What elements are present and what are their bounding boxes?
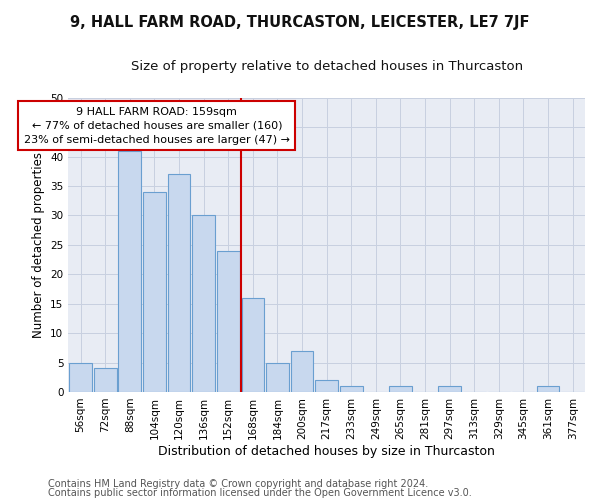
Bar: [192, 216, 215, 392]
Bar: [94, 368, 116, 392]
Y-axis label: Number of detached properties: Number of detached properties: [32, 152, 44, 338]
X-axis label: Distribution of detached houses by size in Thurcaston: Distribution of detached houses by size …: [158, 444, 495, 458]
Bar: [537, 386, 559, 392]
Bar: [291, 351, 313, 392]
Bar: [217, 251, 239, 392]
Bar: [266, 362, 289, 392]
Title: Size of property relative to detached houses in Thurcaston: Size of property relative to detached ho…: [131, 60, 523, 73]
Bar: [439, 386, 461, 392]
Bar: [242, 298, 264, 392]
Bar: [143, 192, 166, 392]
Bar: [167, 174, 190, 392]
Bar: [69, 362, 92, 392]
Text: Contains public sector information licensed under the Open Government Licence v3: Contains public sector information licen…: [48, 488, 472, 498]
Bar: [118, 150, 141, 392]
Text: Contains HM Land Registry data © Crown copyright and database right 2024.: Contains HM Land Registry data © Crown c…: [48, 479, 428, 489]
Bar: [389, 386, 412, 392]
Bar: [316, 380, 338, 392]
Text: 9, HALL FARM ROAD, THURCASTON, LEICESTER, LE7 7JF: 9, HALL FARM ROAD, THURCASTON, LEICESTER…: [70, 15, 530, 30]
Text: 9 HALL FARM ROAD: 159sqm
← 77% of detached houses are smaller (160)
23% of semi-: 9 HALL FARM ROAD: 159sqm ← 77% of detach…: [24, 106, 290, 144]
Bar: [340, 386, 362, 392]
